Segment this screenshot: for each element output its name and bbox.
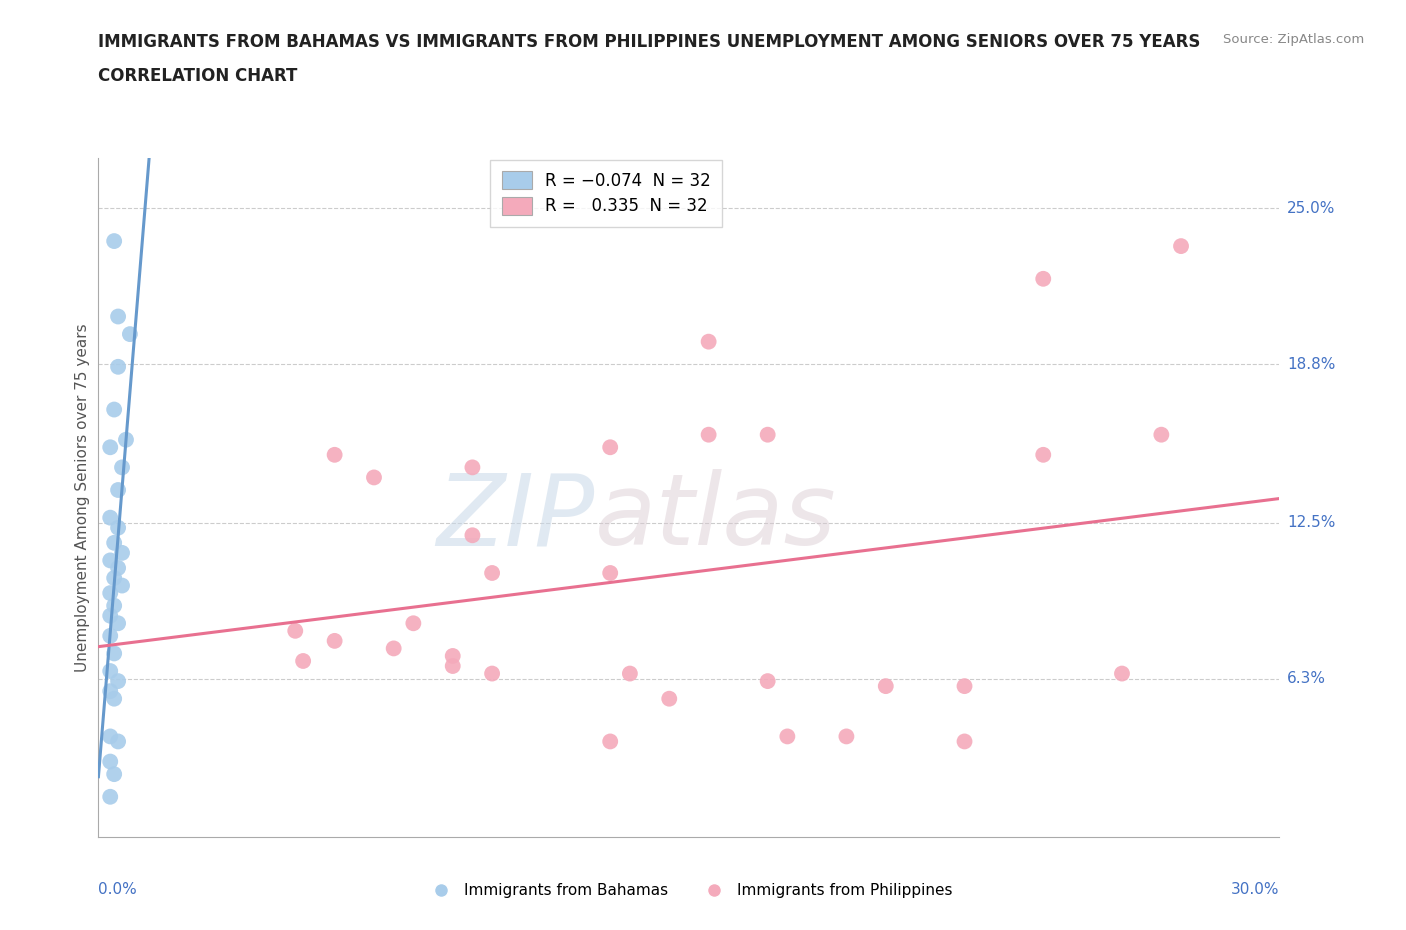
Point bbox=[111, 460, 134, 475]
Point bbox=[1032, 272, 1054, 286]
Point bbox=[756, 673, 779, 688]
Point bbox=[98, 790, 121, 804]
Point bbox=[98, 586, 121, 601]
Y-axis label: Unemployment Among Seniors over 75 years: Unemployment Among Seniors over 75 years bbox=[75, 324, 90, 671]
Point bbox=[461, 528, 484, 543]
Point bbox=[441, 648, 464, 663]
Point bbox=[1170, 239, 1192, 254]
Point bbox=[103, 691, 125, 706]
Point bbox=[284, 623, 307, 638]
Text: 25.0%: 25.0% bbox=[1288, 201, 1336, 216]
Point bbox=[98, 553, 121, 568]
Point bbox=[382, 641, 405, 656]
Point bbox=[107, 561, 129, 576]
Point bbox=[98, 729, 121, 744]
Point bbox=[98, 684, 121, 698]
Point bbox=[111, 545, 134, 560]
Point bbox=[953, 679, 976, 694]
Text: 6.3%: 6.3% bbox=[1288, 671, 1326, 686]
Point bbox=[107, 483, 129, 498]
Point bbox=[697, 427, 720, 442]
Point bbox=[1111, 666, 1133, 681]
Text: ZIP: ZIP bbox=[436, 470, 595, 566]
Text: 12.5%: 12.5% bbox=[1288, 515, 1336, 530]
Point bbox=[323, 447, 346, 462]
Text: 18.8%: 18.8% bbox=[1288, 357, 1336, 372]
Text: atlas: atlas bbox=[595, 470, 837, 566]
Point bbox=[292, 654, 315, 669]
Point bbox=[98, 440, 121, 455]
Point bbox=[103, 766, 125, 781]
Point bbox=[835, 729, 858, 744]
Point bbox=[107, 616, 129, 631]
Point bbox=[103, 233, 125, 248]
Point bbox=[599, 440, 621, 455]
Legend: Immigrants from Bahamas, Immigrants from Philippines: Immigrants from Bahamas, Immigrants from… bbox=[419, 877, 959, 904]
Text: IMMIGRANTS FROM BAHAMAS VS IMMIGRANTS FROM PHILIPPINES UNEMPLOYMENT AMONG SENIOR: IMMIGRANTS FROM BAHAMAS VS IMMIGRANTS FR… bbox=[98, 33, 1201, 50]
Point bbox=[1032, 447, 1054, 462]
Point bbox=[697, 334, 720, 349]
Text: Source: ZipAtlas.com: Source: ZipAtlas.com bbox=[1223, 33, 1364, 46]
Point bbox=[118, 326, 141, 341]
Point bbox=[953, 734, 976, 749]
Point bbox=[776, 729, 799, 744]
Point bbox=[98, 664, 121, 679]
Point bbox=[619, 666, 641, 681]
Point bbox=[875, 679, 897, 694]
Point bbox=[103, 598, 125, 613]
Point bbox=[402, 616, 425, 631]
Point bbox=[363, 470, 385, 485]
Point bbox=[111, 578, 134, 593]
Point bbox=[441, 658, 464, 673]
Point bbox=[103, 536, 125, 551]
Point bbox=[103, 402, 125, 417]
Point bbox=[98, 754, 121, 769]
Point bbox=[98, 511, 121, 525]
Point bbox=[481, 666, 503, 681]
Point bbox=[107, 673, 129, 688]
Point bbox=[1150, 427, 1173, 442]
Text: CORRELATION CHART: CORRELATION CHART bbox=[98, 67, 298, 85]
Point bbox=[599, 565, 621, 580]
Point bbox=[461, 460, 484, 475]
Point bbox=[115, 432, 138, 447]
Text: 0.0%: 0.0% bbox=[98, 883, 138, 897]
Point bbox=[107, 309, 129, 324]
Point bbox=[599, 734, 621, 749]
Text: 30.0%: 30.0% bbox=[1232, 883, 1279, 897]
Point bbox=[103, 571, 125, 586]
Point bbox=[98, 629, 121, 644]
Point bbox=[323, 633, 346, 648]
Point bbox=[107, 520, 129, 535]
Point bbox=[103, 646, 125, 661]
Point bbox=[756, 427, 779, 442]
Point bbox=[481, 565, 503, 580]
Point bbox=[107, 734, 129, 749]
Point bbox=[658, 691, 681, 706]
Point bbox=[107, 359, 129, 374]
Point bbox=[98, 608, 121, 623]
